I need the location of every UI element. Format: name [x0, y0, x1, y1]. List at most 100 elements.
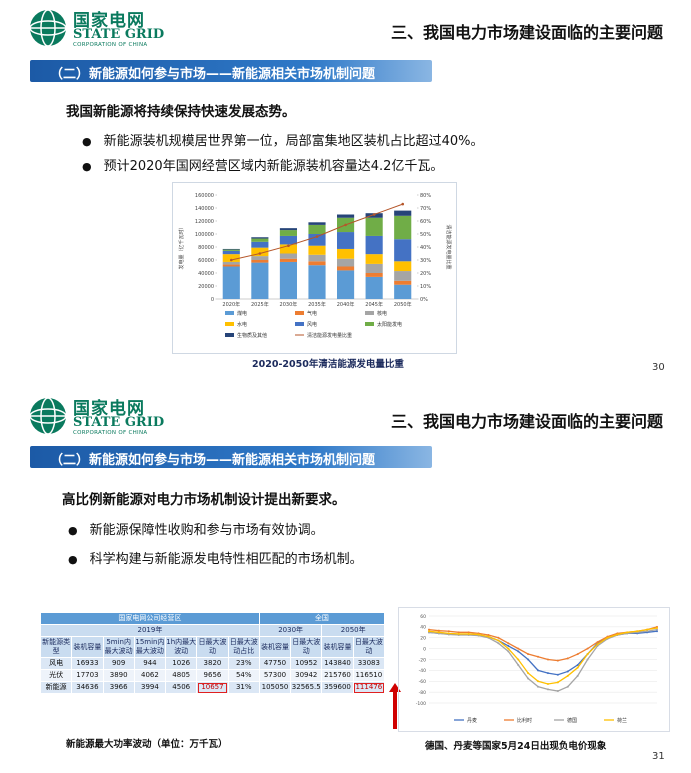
table-cell: 34636 — [71, 681, 104, 694]
legend-swatch — [225, 311, 234, 315]
line-point — [517, 647, 520, 650]
bar-segment — [308, 265, 326, 299]
table-column: 日最大波动 — [196, 636, 229, 658]
table-cell: 215760 — [321, 669, 354, 682]
caption: 德国、丹麦等国家5月24日出现负电价现象 — [425, 741, 607, 752]
line-point — [556, 673, 559, 676]
table-column: 日最大波动 — [290, 636, 323, 658]
legend-swatch — [365, 311, 374, 315]
line-point — [656, 630, 658, 633]
y-tick-label: 140000 — [195, 206, 214, 212]
line-point — [636, 630, 639, 633]
legend-label: 荷兰 — [617, 717, 627, 724]
y-tick-label: 40 — [420, 625, 426, 631]
table-cell: 3966 — [102, 681, 135, 694]
table-row: 光伏 17703 3890 4062 4805 9656 54% 57300 30942 2157… — [39, 669, 386, 682]
bar-segment — [337, 214, 355, 218]
bullet: ● 科学构建与新能源发电特性相匹配的市场机制。 — [68, 552, 363, 567]
line-point — [656, 626, 658, 629]
y-tick-label: 20 — [420, 636, 426, 642]
table-group: 国家电网公司经营区 — [40, 612, 260, 625]
bullet: ● 预计2020年国网经营区域内新能源装机容量达4.2亿千瓦。 — [82, 159, 444, 174]
line-point — [507, 650, 510, 653]
x-tick-label: 2025年 — [251, 301, 269, 308]
line-point — [606, 636, 609, 639]
logo-sub: CORPORATION OF CHINA — [73, 42, 148, 48]
table-year: 2050年 — [321, 624, 385, 637]
line-point — [566, 657, 569, 660]
table-column: 装机容量 — [321, 636, 354, 658]
table-cell: 10657 — [196, 681, 229, 694]
section-band: （二）新能源如何参与市场——新能源相关市场机制问题 — [30, 446, 432, 468]
bullet-text: 科学构建与新能源发电特性相匹配的市场机制。 — [89, 552, 363, 567]
bar-segment — [365, 276, 383, 299]
line-point — [616, 633, 619, 636]
table-cell: 9656 — [196, 669, 229, 682]
bar-segment — [365, 235, 383, 255]
legend-label: 丹麦 — [467, 717, 477, 724]
page-number: 31 — [652, 751, 665, 762]
heading: 我国新能源将持续保持快速发展态势。 — [66, 104, 296, 120]
slide-title: 三、我国电力市场建设面临的主要问题 — [390, 412, 663, 431]
section-band: （二）新能源如何参与市场——新能源相关市场机制问题 — [30, 60, 432, 82]
line-point — [315, 235, 319, 238]
table-cell: 23% — [227, 657, 260, 670]
line — [428, 627, 658, 685]
table-column: 新能源类型 — [39, 636, 73, 658]
line-point — [527, 672, 530, 675]
bullet-text: 新能源装机规模居世界第一位，局部富集地区装机占比超过40%。 — [103, 134, 484, 149]
line-point — [576, 666, 579, 669]
y-tick-label: 80000 — [198, 245, 214, 251]
table-cell: 105050 — [258, 681, 292, 694]
line-point — [546, 672, 549, 675]
line-point — [546, 688, 549, 691]
legend-swatch — [295, 311, 304, 315]
bar-segment — [394, 284, 412, 299]
x-tick-label: 2040年 — [337, 301, 355, 308]
bullet-text: 预计2020年国网经营区域内新能源装机容量达4.2亿千瓦。 — [103, 159, 444, 174]
y-tick-label: 120000 — [195, 219, 214, 225]
logo-en: STATE GRID — [73, 27, 165, 42]
line-point — [344, 223, 347, 227]
y-tick-label: -60 — [419, 679, 426, 685]
bar-segment — [279, 261, 297, 299]
y-tick-label: -80 — [419, 690, 426, 696]
table-cell: 4062 — [133, 669, 167, 682]
bar-segment — [222, 250, 240, 255]
line-point — [546, 682, 549, 685]
bar-segment — [279, 230, 297, 236]
section-title: （二）新能源如何参与市场——新能源相关市场机制问题 — [50, 67, 376, 82]
line-point — [517, 663, 520, 666]
data-table: 国家电网公司经营区 全国 2019年 2030年 2050年 新能源类型 装机容量 5mi… — [39, 612, 386, 694]
line-point — [537, 685, 540, 688]
line-point — [566, 685, 569, 688]
legend-label: 生物质及其他 — [237, 332, 267, 339]
bar-segment — [279, 244, 297, 254]
table-cell: 143840 — [321, 657, 354, 670]
y2-tick-label: 10% — [420, 284, 431, 290]
chart: -100 -80 -60 -40 -20 0 20 40 60 丹麦 比利时 德国 荷兰 — [398, 607, 670, 732]
slide: 国家电网 STATE GRID CORPORATION OF CHINA 三、我… — [0, 0, 691, 385]
table-row: 新能源 34636 3966 3994 4506 10657 31% 105050 32565.… — [39, 681, 386, 694]
line-point — [487, 634, 490, 637]
y-tick-label: 60000 — [198, 258, 214, 264]
line-point — [537, 669, 540, 672]
table-column: 日最大波动占比 — [227, 636, 260, 658]
x-tick-label: 2035年 — [308, 301, 326, 308]
line-point — [229, 258, 233, 262]
line-point — [586, 653, 589, 656]
bar-segment — [337, 258, 355, 267]
bar-segment — [394, 210, 412, 216]
y-tick-label: -100 — [416, 701, 426, 707]
table-cell: 30942 — [290, 669, 323, 682]
bar-segment — [337, 270, 355, 299]
line-point — [447, 630, 450, 633]
logo-emblem — [29, 9, 67, 47]
legend-swatch — [365, 322, 374, 326]
table-cell: 944 — [133, 657, 167, 670]
table-cell: 3994 — [133, 681, 167, 694]
bar-segment — [365, 273, 383, 277]
bar-segment — [222, 261, 240, 265]
table-group: 全国 — [258, 612, 386, 625]
